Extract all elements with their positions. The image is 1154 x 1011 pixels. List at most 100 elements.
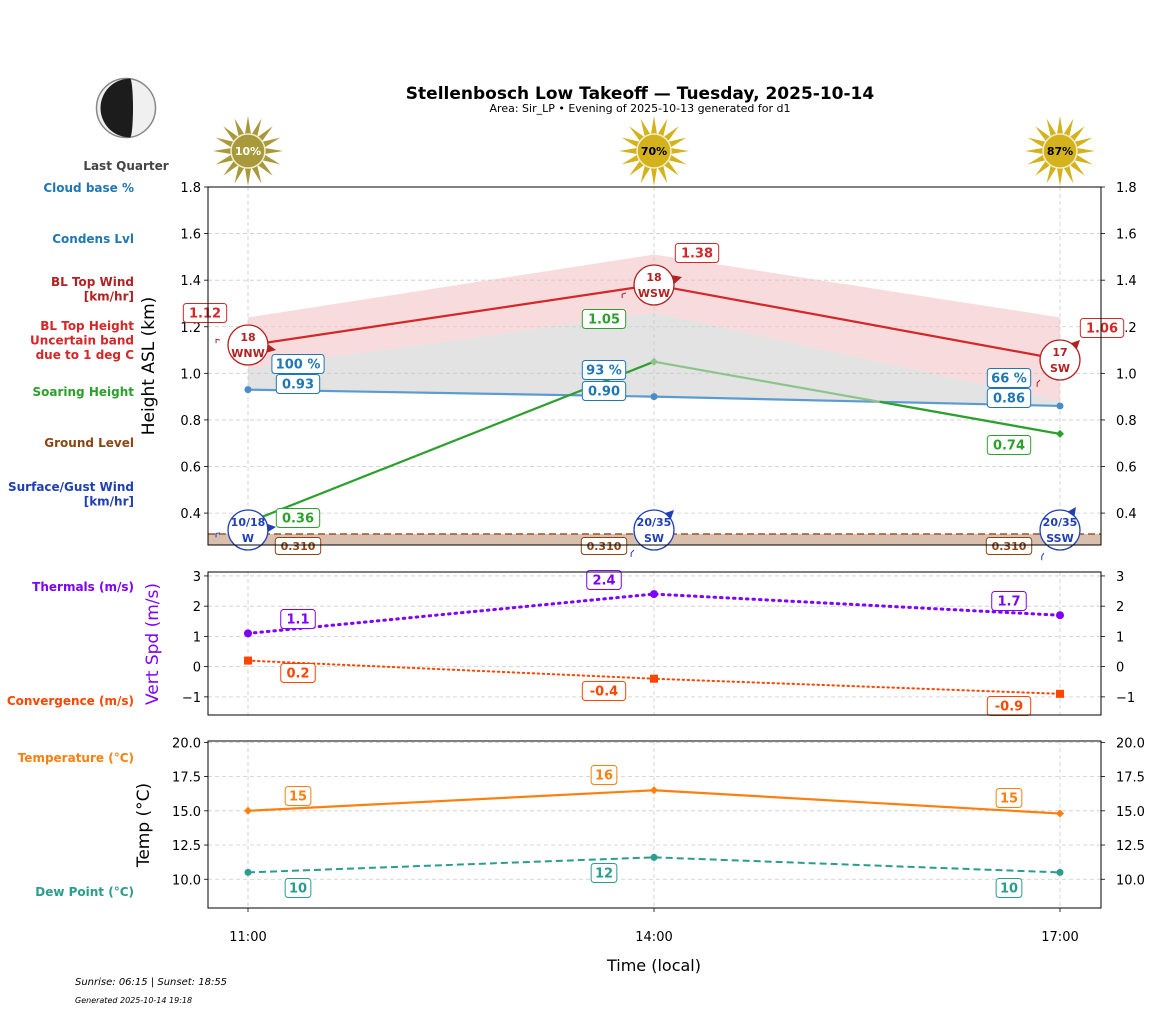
y-tick-label: 2	[193, 600, 201, 615]
dew-point-line	[247, 856, 1061, 874]
sun-disc	[636, 133, 672, 169]
wind-direction-label: WSW	[638, 287, 670, 300]
bl-top-height-label-box	[674, 243, 720, 263]
wind-direction-label: W	[242, 532, 254, 545]
wind-speed-label: 18	[646, 271, 661, 284]
chart-title: Stellenbosch Low Takeoff — Tuesday, 2025…	[406, 84, 875, 104]
legend-bl-top-wind: [km/hr]	[84, 290, 134, 304]
legend-bl-top-height: Uncertain band	[30, 334, 134, 348]
wind-speed-label: 20/35	[637, 516, 672, 529]
legend-bl-top-height: due to 1 deg C	[36, 348, 135, 362]
temperature-point	[650, 786, 658, 795]
y-tick-label-right: 1.4	[1116, 274, 1137, 289]
thermals-point	[650, 590, 658, 599]
cloud-base-pct-label: 93 %	[586, 364, 622, 379]
sun-percent-label: 70%	[641, 145, 667, 158]
wind-tail-icon	[1041, 552, 1045, 561]
plot-frame	[207, 571, 1102, 716]
condensation-label-box	[581, 381, 627, 401]
bl-top-height-label: 1.38	[681, 247, 713, 262]
y-tick-label-right: 3	[1116, 570, 1124, 585]
dew-point-label: 10	[1000, 882, 1018, 897]
soaring-height-label: 1.05	[588, 313, 620, 328]
condensation-label: 0.90	[588, 385, 620, 400]
bl-top-height-label: 1.06	[1086, 322, 1118, 337]
thermals-label: 2.4	[592, 574, 615, 589]
x-tick-label: 17:00	[1041, 930, 1078, 945]
wind-arrow-icon	[266, 523, 276, 533]
temperature-point	[1056, 809, 1064, 818]
y-tick-label: 20.0	[172, 736, 201, 751]
soaring-height-label-box	[581, 309, 627, 329]
convergence-label: -0.9	[995, 700, 1023, 715]
convergence-label-box	[280, 663, 316, 683]
y-tick-label: 17.5	[172, 771, 201, 786]
condensation-label: 0.86	[993, 392, 1025, 407]
bl-uncertainty-band	[248, 254, 1060, 402]
temperature-panel: 10.0 10.0 12.5 12.5 15.0 15.0 17.5 17.5 20.0 20.0…	[134, 736, 1145, 975]
soaring-line-segment-below	[879, 400, 1061, 435]
thermals-point	[244, 629, 252, 638]
wind-tail-icon	[621, 292, 627, 299]
dew-point-label: 10	[289, 882, 307, 897]
plot-frame	[207, 740, 1102, 909]
wind-tail-icon	[215, 338, 221, 344]
plot-frame	[207, 186, 1102, 546]
y-tick-label-right: 17.5	[1116, 771, 1145, 786]
wind-tail-icon	[630, 549, 635, 557]
wind-circle	[633, 509, 675, 551]
ground-level-label-box	[985, 537, 1033, 555]
sun-percent-label: 10%	[235, 145, 261, 158]
wind-circle	[633, 264, 675, 306]
y-tick-label: 1.4	[180, 274, 201, 289]
y-tick-label-right: 0.4	[1116, 507, 1137, 522]
convergence-point	[1056, 689, 1064, 698]
soaring-height-label-box	[986, 435, 1032, 455]
x-axis-label: Time (local)	[606, 956, 701, 975]
wind-speed-label: 17	[1052, 346, 1067, 359]
sun-disc	[230, 133, 266, 169]
sun-ray	[1025, 116, 1095, 186]
wind-tail-icon	[1036, 379, 1041, 387]
thermals-point	[1056, 611, 1064, 620]
convergence-label: -0.4	[590, 685, 618, 700]
y-tick-label: 10.0	[172, 873, 201, 888]
condensation-point	[1056, 402, 1064, 410]
temperature-label: 16	[595, 769, 613, 784]
thermals-label-box	[280, 609, 316, 629]
soaring-point	[1056, 429, 1064, 438]
condensation-label: 0.93	[282, 378, 314, 393]
y-tick-label-right: 10.0	[1116, 873, 1145, 888]
y-tick-label-right: 1.8	[1116, 181, 1137, 196]
surface-wind-indicator: 20/35 SW	[630, 509, 675, 557]
dew-point-label-box	[995, 878, 1023, 898]
dew-point-point	[650, 853, 658, 861]
temperature-point	[244, 806, 252, 815]
legend-thermals: Thermals (m/s)	[32, 580, 134, 594]
y-tick-label-right: 12.5	[1116, 839, 1145, 854]
legend-surface-wind: Surface/Gust Wind	[8, 480, 134, 494]
height-panel: 0.4 0.40.6 0.60.8 0.81.0 1.01.2 1.21.4 1.41.6 1…	[139, 116, 1137, 561]
y-tick-label-right: 15.0	[1116, 805, 1145, 820]
soaring-height-label: 0.36	[282, 512, 314, 527]
sun-disc	[1042, 133, 1078, 169]
thermals-line	[246, 592, 1062, 635]
wind-arrow-icon	[1070, 340, 1080, 350]
y-tick-label: 1.6	[180, 228, 201, 243]
convergence-label: 0.2	[286, 667, 309, 682]
y-tick-label-right: 2	[1116, 600, 1124, 615]
cloud-base-pct-label: 66 %	[991, 372, 1027, 387]
temperature-label: 15	[1000, 792, 1018, 807]
wind-speed-label: 20/35	[1043, 516, 1078, 529]
dew-point-label-box	[590, 863, 618, 883]
wind-speed-label: 10/18	[231, 516, 266, 529]
legend-bl-top-wind: BL Top Wind	[51, 275, 134, 289]
legend-condens-level: Condens Lvl	[52, 232, 134, 246]
wind-direction-label: SW	[644, 532, 664, 545]
wind-tail-icon	[215, 532, 221, 538]
y-tick-label: 1.2	[180, 321, 201, 336]
temperature-label-box	[284, 786, 312, 806]
condensation-label-box	[275, 374, 321, 394]
